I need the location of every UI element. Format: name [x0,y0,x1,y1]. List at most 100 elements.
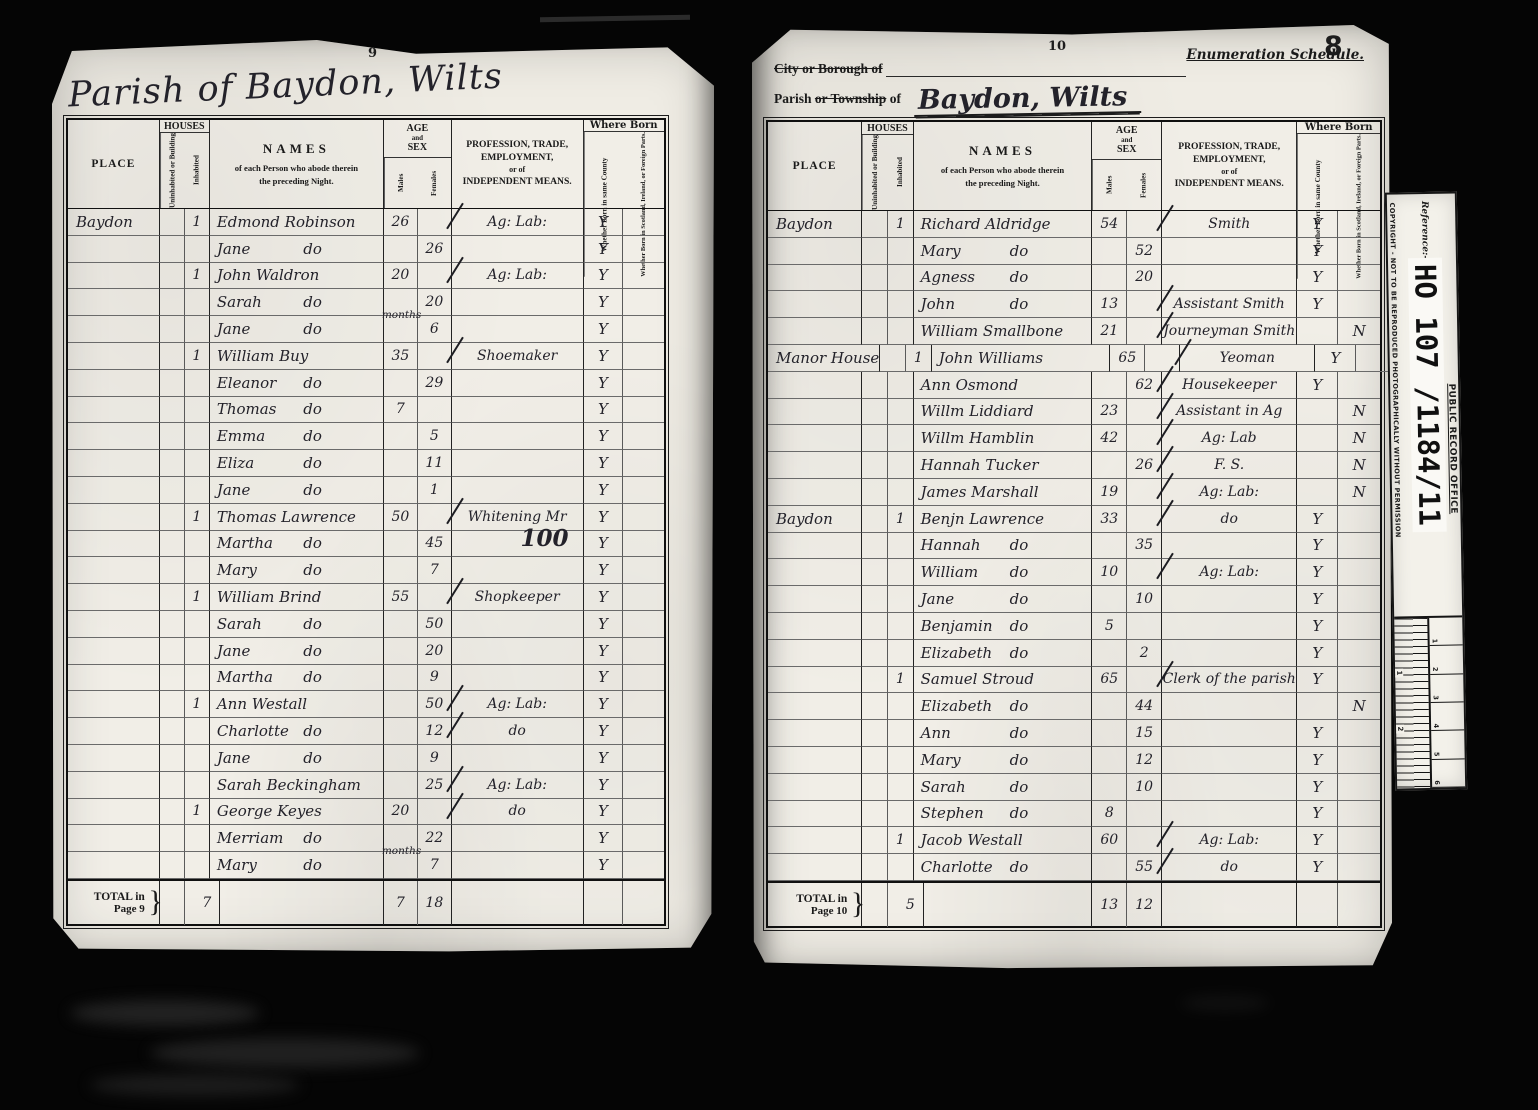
name-cell: William Smallbone [913,318,1093,345]
house-uninhabited-cell [862,264,888,292]
age-male-cell: 65 [1110,344,1146,372]
age-female-cell [1127,425,1163,453]
age-female-cell: 5 [417,423,452,451]
born-same-county-cell: Y [1297,586,1339,613]
name-cell: William Buy [209,342,384,370]
house-inhabited-cell [184,450,210,477]
age-male-cell [383,423,418,451]
profession-cell: Ag: Lab: [1162,827,1298,855]
born-same-county-cell: Y [583,825,624,853]
profession-cell: Yeoman [1180,344,1316,372]
place-cell [68,771,160,799]
house-uninhabited-cell [159,744,185,772]
name-cell: Benjamin do [913,612,1093,640]
ruler-mark: 1 [1395,668,1404,678]
census-rows-left: Baydon 1 Edmond Robinson 26 Ag: Lab: Y J… [68,209,664,879]
profession-cell [451,610,584,638]
born-same-county-cell: Y [583,530,624,558]
header-names: NAMES of each Person who abode therein t… [914,122,1093,210]
house-inhabited-cell: 1 [184,262,210,290]
age-female-cell [1127,398,1163,426]
census-row: Ann do 15 Y [768,720,1380,747]
age-male-cell [1092,746,1128,774]
age-male-cell [1092,237,1128,265]
place-cell [768,452,863,479]
born-same-county-cell: Y [583,691,624,719]
profession-cell [451,852,584,879]
born-elsewhere-cell [623,691,664,719]
place-cell [68,637,160,665]
name-cell: Jane do [209,744,384,772]
house-uninhabited-cell [862,532,888,560]
header-age-sex-group: AGE and SEX Males Females [383,120,452,208]
born-elsewhere-cell [1338,827,1380,855]
name-cell: Martha do [209,664,384,692]
age-male-cell: 8 [1092,800,1128,828]
house-uninhabited-cell [862,800,888,828]
house-inhabited-cell [887,237,914,265]
house-inhabited-cell [887,371,914,399]
born-same-county-cell: Y [1297,532,1339,560]
name-cell: Jacob Westall [913,827,1093,855]
name-cell: Willm Hamblin [913,425,1093,453]
census-row: Mary do 52 Y [768,237,1380,265]
name-cell: William Brind [209,584,384,611]
census-row: Jane do 6 months Y [68,309,664,343]
total-label: TOTAL in Page 9 } [68,880,163,925]
house-inhabited-cell: 1 [184,798,210,826]
header-houses-group: HOUSES Uninhabited or Building Inhabited [159,120,210,208]
age-male-cell: 23 [1092,398,1128,426]
place-cell [768,318,863,345]
place-cell [768,264,863,292]
house-inhabited-cell: 1 [887,211,914,238]
header-profession: PROFESSION, TRADE, EMPLOYMENT, or of IND… [1162,122,1298,210]
profession-cell: Ag: Lab: [1162,559,1298,587]
table-header: PLACE HOUSES Uninhabited or Building Inh… [68,120,664,277]
age-female-cell: 11 [417,450,452,477]
name-cell: Samuel Stroud [913,666,1093,694]
header-where-born-group: Where Born Whether Born in same County W… [1297,122,1380,279]
born-same-county-cell: Y [1297,639,1339,667]
born-elsewhere-cell [623,370,664,397]
born-elsewhere-cell [623,665,664,692]
house-uninhabited-cell [159,664,185,692]
born-elsewhere-cell [623,531,664,558]
profession-cell [1162,773,1298,801]
born-elsewhere-cell [623,638,664,665]
census-row: Charlotte do 12 do Y [68,718,664,745]
house-inhabited-cell: 1 [184,691,210,719]
name-cell: Ann do [913,720,1093,747]
folio-stamp-8: 8 [1324,31,1343,62]
house-uninhabited-cell [862,854,888,881]
house-inhabited-cell [887,398,914,426]
total-brace: } [850,886,866,920]
age-male-cell [383,316,418,343]
name-cell: Elizabeth do [913,693,1093,721]
census-row: Eliza do 11 Y [68,450,664,477]
age-female-cell: 62 [1127,371,1163,399]
place-cell [68,503,160,531]
age-female-cell [417,503,452,531]
film-smudge [70,1000,260,1026]
header-uninhabited: Uninhabited or Building [862,135,888,210]
house-inhabited-cell [184,289,210,317]
born-elsewhere-cell [1338,265,1380,292]
name-cell: Ann Westall [209,691,384,719]
born-elsewhere-cell [1338,854,1380,881]
place-cell [768,398,863,426]
ruler-mark: 4 [1430,702,1465,732]
census-row: Hannah do 35 Y [768,532,1380,560]
place-cell [768,720,863,747]
house-uninhabited-cell [159,423,185,451]
age-female-cell [417,342,452,370]
profession-cell [451,557,584,585]
house-uninhabited-cell [159,450,185,477]
house-inhabited-cell [184,771,210,799]
ruler-mark: 5 [1431,730,1465,760]
age-male-cell [1092,854,1128,881]
name-cell: John Williams [931,344,1111,372]
age-female-cell [1127,800,1163,828]
born-elsewhere-cell [623,584,664,611]
name-cell: Mary do [913,746,1093,774]
